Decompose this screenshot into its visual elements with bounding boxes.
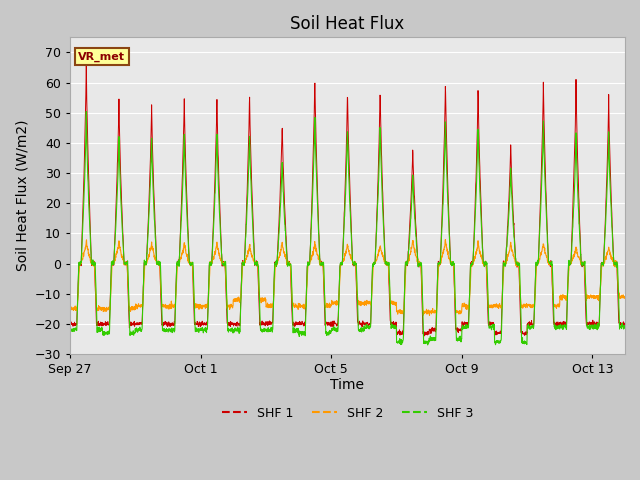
SHF 3: [621, 325, 629, 331]
SHF 2: [442, 237, 449, 242]
SHF 2: [621, 294, 629, 300]
SHF 3: [83, 108, 90, 114]
Legend: SHF 1, SHF 2, SHF 3: SHF 1, SHF 2, SHF 3: [217, 402, 478, 424]
SHF 2: [66, 307, 74, 312]
SHF 1: [420, 333, 428, 339]
SHF 2: [186, 259, 193, 265]
SHF 1: [83, 58, 90, 63]
SHF 3: [504, 231, 511, 237]
SHF 1: [371, 256, 379, 262]
SHF 1: [621, 321, 629, 327]
SHF 2: [233, 297, 241, 303]
Line: SHF 3: SHF 3: [70, 111, 625, 345]
Line: SHF 1: SHF 1: [70, 60, 625, 336]
SHF 2: [504, 253, 511, 259]
SHF 3: [424, 342, 431, 348]
SHF 3: [233, 327, 241, 333]
X-axis label: Time: Time: [330, 377, 364, 392]
SHF 2: [371, 260, 379, 266]
Y-axis label: Soil Heat Flux (W/m2): Soil Heat Flux (W/m2): [15, 120, 29, 272]
SHF 1: [110, 262, 118, 268]
Title: Soil Heat Flux: Soil Heat Flux: [291, 15, 404, 33]
SHF 3: [66, 329, 74, 335]
SHF 2: [426, 312, 433, 318]
SHF 1: [233, 321, 241, 326]
SHF 3: [371, 253, 379, 259]
SHF 1: [504, 223, 511, 228]
SHF 1: [186, 262, 194, 267]
SHF 1: [66, 321, 74, 326]
SHF 2: [109, 259, 117, 264]
SHF 3: [186, 260, 194, 266]
SHF 3: [179, 183, 186, 189]
SHF 3: [110, 262, 118, 267]
SHF 2: [179, 249, 186, 254]
Text: VR_met: VR_met: [78, 51, 125, 62]
SHF 1: [179, 163, 186, 168]
Line: SHF 2: SHF 2: [70, 240, 625, 315]
